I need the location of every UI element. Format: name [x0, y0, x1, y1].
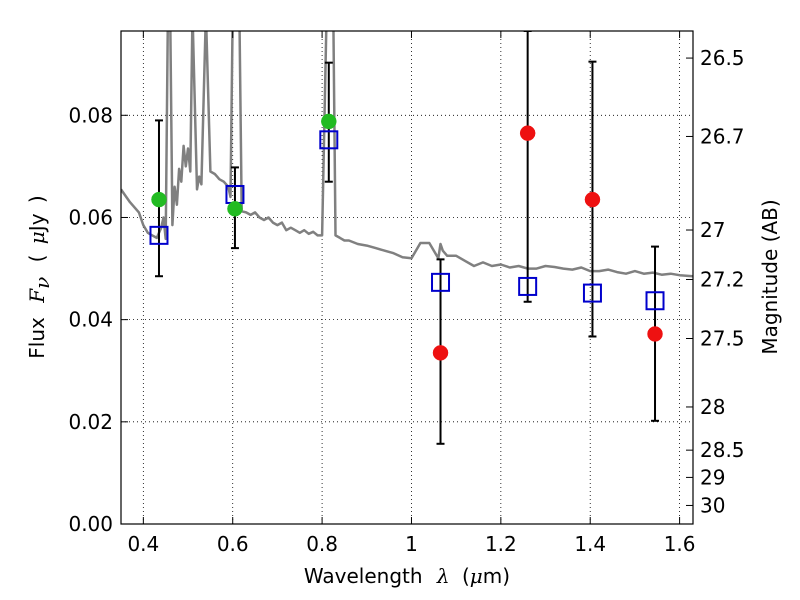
model-square-marker — [319, 130, 339, 150]
measurements-marker — [647, 326, 663, 342]
y-axis-label: Flux Fν ( μJy ) — [25, 195, 54, 358]
ticks: 0.4 0.6 0.8 1 1.2 1.4 1.6 0.00 0.02 0.04 0.06 0.08 2… — [68, 31, 745, 556]
x-tick-label: 1.2 — [485, 532, 517, 556]
x-tick-label: 0.6 — [217, 532, 249, 556]
right-axis-label: Magnitude (AB) — [758, 199, 782, 354]
right-tick-label: 29 — [700, 465, 725, 489]
y-axis-label-prefix: Flux — [25, 317, 49, 359]
x-tick-label: 0.8 — [306, 532, 338, 556]
spectrum-layer — [121, 31, 693, 278]
spectrum-line — [121, 31, 693, 278]
x-axis-label-unit-open: ( — [462, 564, 470, 588]
right-tick-label: 27.5 — [700, 327, 745, 351]
x-tick-label: 1 — [405, 532, 418, 556]
y-axis-label-symbol: F — [25, 288, 49, 304]
model-square-marker — [582, 283, 602, 303]
model-square-marker — [645, 291, 665, 311]
model-square-marker — [431, 272, 451, 292]
detections-marker — [321, 113, 337, 130]
x-axis-label: Wavelength λ (μm) — [304, 564, 510, 588]
detections-marker — [227, 201, 243, 217]
x-tick-label: 0.4 — [127, 532, 159, 556]
right-tick-label: 27 — [700, 218, 725, 242]
measurements-marker — [519, 125, 536, 141]
model-square-marker — [149, 225, 169, 245]
measurements-marker — [584, 191, 601, 208]
detections-marker — [151, 191, 167, 208]
y-tick-label: 0.04 — [68, 308, 113, 332]
y-axis-label-unit-rest: Jy — [25, 213, 49, 233]
y-tick-label: 0.02 — [68, 410, 113, 434]
measurements-marker — [432, 345, 449, 361]
x-axis-label-symbol: λ — [436, 564, 450, 588]
y-axis-label-subscript: ν — [30, 277, 54, 289]
y-axis-label-unit-open: ( — [25, 255, 49, 263]
y-tick-label: 0.00 — [68, 512, 113, 536]
y-tick-label: 0.08 — [68, 103, 113, 127]
right-tick-label: 30 — [700, 493, 725, 517]
right-tick-label: 27.2 — [700, 267, 745, 291]
x-axis-label-unit-mu: μ — [470, 564, 483, 588]
x-tick-label: 1.4 — [574, 532, 606, 556]
right-tick-label: 26.7 — [700, 124, 745, 148]
y-axis-label-unit-mu: μ — [25, 231, 49, 244]
x-axis-label-prefix: Wavelength — [304, 564, 423, 588]
right-tick-label: 28 — [700, 395, 725, 419]
right-tick-label: 28.5 — [700, 438, 745, 462]
marker-layer — [149, 113, 665, 361]
x-tick-label: 1.6 — [664, 532, 696, 556]
x-axis-label-unit-rest: m) — [483, 564, 510, 588]
plot-frame — [120, 30, 694, 525]
right-tick-label: 26.5 — [700, 46, 745, 70]
y-axis-label-unit-close: ) — [25, 195, 49, 203]
y-tick-label: 0.06 — [68, 205, 113, 229]
model-square-marker — [518, 276, 538, 296]
